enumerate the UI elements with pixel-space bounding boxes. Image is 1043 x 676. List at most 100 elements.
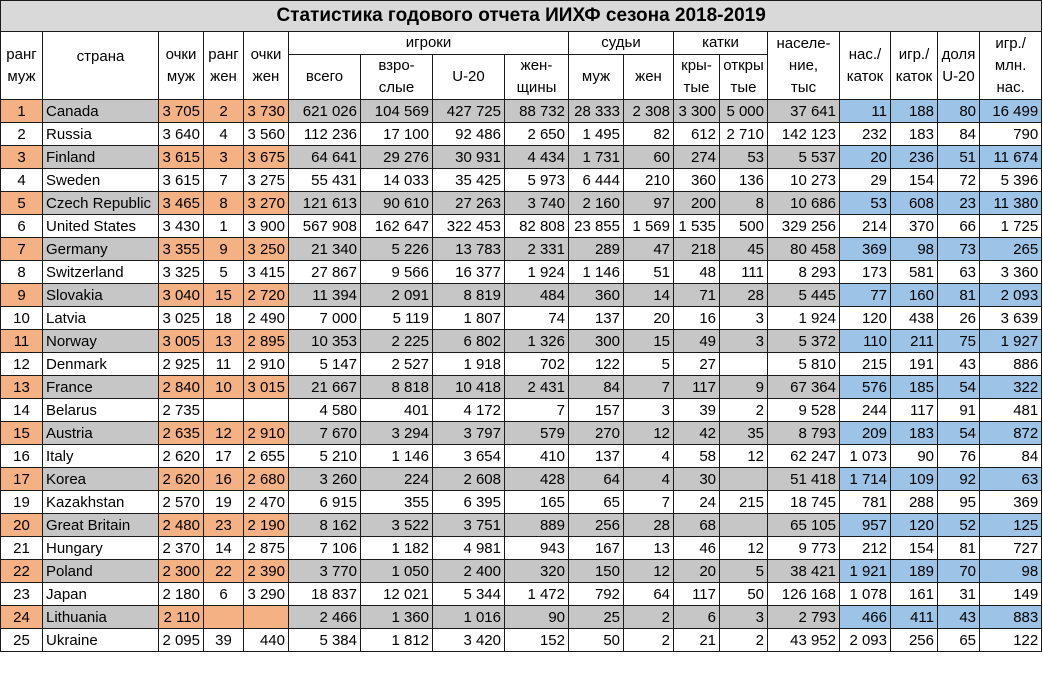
cell-referees-women: 60 bbox=[623, 145, 674, 169]
cell-players-women: 90 bbox=[504, 605, 569, 629]
cell-u20-share: 54 bbox=[937, 375, 980, 399]
cell-players-u20: 35 425 bbox=[432, 168, 505, 192]
cell-players-women: 5 973 bbox=[504, 168, 569, 192]
cell-country: Canada bbox=[42, 99, 159, 123]
cell-referees-women: 4 bbox=[623, 444, 674, 468]
cell-players-total: 21 340 bbox=[288, 237, 361, 261]
cell-population: 5 372 bbox=[767, 329, 840, 353]
cell-players-women: 1 472 bbox=[504, 582, 569, 606]
cell-u20-share: 66 bbox=[937, 214, 980, 238]
cell-players-women: 3 740 bbox=[504, 191, 569, 215]
cell-referees-women: 13 bbox=[623, 536, 674, 560]
cell-players-per-million: 883 bbox=[978, 605, 1043, 629]
cell-players-per-rink: 185 bbox=[890, 375, 938, 399]
cell-pop-per-rink: 53 bbox=[839, 191, 891, 215]
header-players-u20: U-20 bbox=[432, 54, 505, 100]
cell-players-per-million: 11 380 bbox=[978, 191, 1043, 215]
cell-players-u20: 5 344 bbox=[432, 582, 505, 606]
cell-players-total: 8 162 bbox=[288, 513, 361, 537]
cell-country: Germany bbox=[42, 237, 159, 261]
cell-country: Korea bbox=[42, 467, 159, 491]
cell-players-adult: 3 522 bbox=[360, 513, 433, 537]
table-row: 1 Canada 3 705 2 3 730 621 026 104 569 427 725 8… bbox=[0, 99, 1043, 123]
cell-players-per-million: 790 bbox=[978, 122, 1043, 146]
cell-points-men: 2 735 bbox=[158, 398, 204, 422]
cell-u20-share: 52 bbox=[937, 513, 980, 537]
cell-rank-men: 16 bbox=[0, 444, 43, 468]
cell-players-u20: 427 725 bbox=[432, 99, 505, 123]
cell-points-women: 2 390 bbox=[243, 559, 289, 583]
cell-players-per-million: 872 bbox=[978, 421, 1043, 445]
cell-players-total: 6 915 bbox=[288, 490, 361, 514]
cell-players-total: 21 667 bbox=[288, 375, 361, 399]
cell-points-women: 3 275 bbox=[243, 168, 289, 192]
cell-players-per-million: 16 499 bbox=[978, 99, 1043, 123]
cell-rank-men: 20 bbox=[0, 513, 43, 537]
cell-pop-per-rink: 20 bbox=[839, 145, 891, 169]
cell-rank-men: 14 bbox=[0, 398, 43, 422]
cell-rinks-outdoor: 3 bbox=[719, 306, 768, 330]
cell-points-men: 2 480 bbox=[158, 513, 204, 537]
cell-points-women: 2 490 bbox=[243, 306, 289, 330]
cell-players-per-rink: 120 bbox=[890, 513, 938, 537]
cell-rank-men: 15 bbox=[0, 421, 43, 445]
cell-u20-share: 26 bbox=[937, 306, 980, 330]
cell-players-per-million: 84 bbox=[978, 444, 1043, 468]
cell-rinks-outdoor: 53 bbox=[719, 145, 768, 169]
cell-points-men: 3 640 bbox=[158, 122, 204, 146]
cell-players-u20: 1 807 bbox=[432, 306, 505, 330]
cell-referees-men: 25 bbox=[568, 605, 624, 629]
cell-points-men: 2 840 bbox=[158, 375, 204, 399]
cell-players-per-rink: 256 bbox=[890, 628, 938, 652]
cell-players-per-rink: 183 bbox=[890, 421, 938, 445]
cell-pop-per-rink: 209 bbox=[839, 421, 891, 445]
table-row: 5 Czech Republic 3 465 8 3 270 121 613 90 610 2… bbox=[0, 191, 1043, 215]
cell-rinks-outdoor: 50 bbox=[719, 582, 768, 606]
cell-pop-per-rink: 77 bbox=[839, 283, 891, 307]
cell-population: 9 773 bbox=[767, 536, 840, 560]
cell-players-adult: 29 276 bbox=[360, 145, 433, 169]
cell-rinks-indoor: 117 bbox=[673, 375, 720, 399]
cell-referees-men: 28 333 bbox=[568, 99, 624, 123]
cell-u20-share: 92 bbox=[937, 467, 980, 491]
table-row: 11 Norway 3 005 13 2 895 10 353 2 225 6 802 1 32… bbox=[0, 329, 1043, 353]
cell-points-women: 3 900 bbox=[243, 214, 289, 238]
cell-players-women: 88 732 bbox=[504, 99, 569, 123]
cell-rinks-outdoor: 12 bbox=[719, 536, 768, 560]
cell-players-adult: 14 033 bbox=[360, 168, 433, 192]
cell-rank-men: 23 bbox=[0, 582, 43, 606]
stats-sheet: Статистика годового отчета ИИХФ сезона 2… bbox=[0, 0, 1043, 652]
cell-players-per-rink: 154 bbox=[890, 536, 938, 560]
cell-u20-share: 95 bbox=[937, 490, 980, 514]
cell-points-women bbox=[243, 605, 289, 629]
cell-referees-men: 360 bbox=[568, 283, 624, 307]
cell-country: Belarus bbox=[42, 398, 159, 422]
cell-players-total: 5 384 bbox=[288, 628, 361, 652]
cell-population: 9 528 bbox=[767, 398, 840, 422]
cell-referees-women: 47 bbox=[623, 237, 674, 261]
cell-rank-women: 14 bbox=[203, 536, 244, 560]
header-population: населе-ние, тыс bbox=[767, 31, 840, 100]
cell-players-adult: 1 182 bbox=[360, 536, 433, 560]
cell-players-total: 27 867 bbox=[288, 260, 361, 284]
cell-rank-women bbox=[203, 605, 244, 629]
cell-rinks-indoor: 24 bbox=[673, 490, 720, 514]
cell-u20-share: 75 bbox=[937, 329, 980, 353]
cell-players-total: 121 613 bbox=[288, 191, 361, 215]
cell-rank-women: 17 bbox=[203, 444, 244, 468]
cell-referees-women: 64 bbox=[623, 582, 674, 606]
cell-rinks-outdoor: 500 bbox=[719, 214, 768, 238]
cell-players-total: 18 837 bbox=[288, 582, 361, 606]
table-row: 7 Germany 3 355 9 3 250 21 340 5 226 13 783 2 33… bbox=[0, 237, 1043, 261]
cell-points-men: 3 040 bbox=[158, 283, 204, 307]
cell-rinks-indoor: 1 535 bbox=[673, 214, 720, 238]
cell-rinks-outdoor: 45 bbox=[719, 237, 768, 261]
cell-rank-men: 1 bbox=[0, 99, 43, 123]
cell-players-adult: 17 100 bbox=[360, 122, 433, 146]
table-row: 3 Finland 3 615 3 3 675 64 641 29 276 30 931 4 4… bbox=[0, 145, 1043, 169]
cell-referees-men: 1 731 bbox=[568, 145, 624, 169]
cell-players-per-rink: 160 bbox=[890, 283, 938, 307]
cell-rinks-outdoor: 136 bbox=[719, 168, 768, 192]
cell-pop-per-rink: 466 bbox=[839, 605, 891, 629]
cell-rank-women: 23 bbox=[203, 513, 244, 537]
